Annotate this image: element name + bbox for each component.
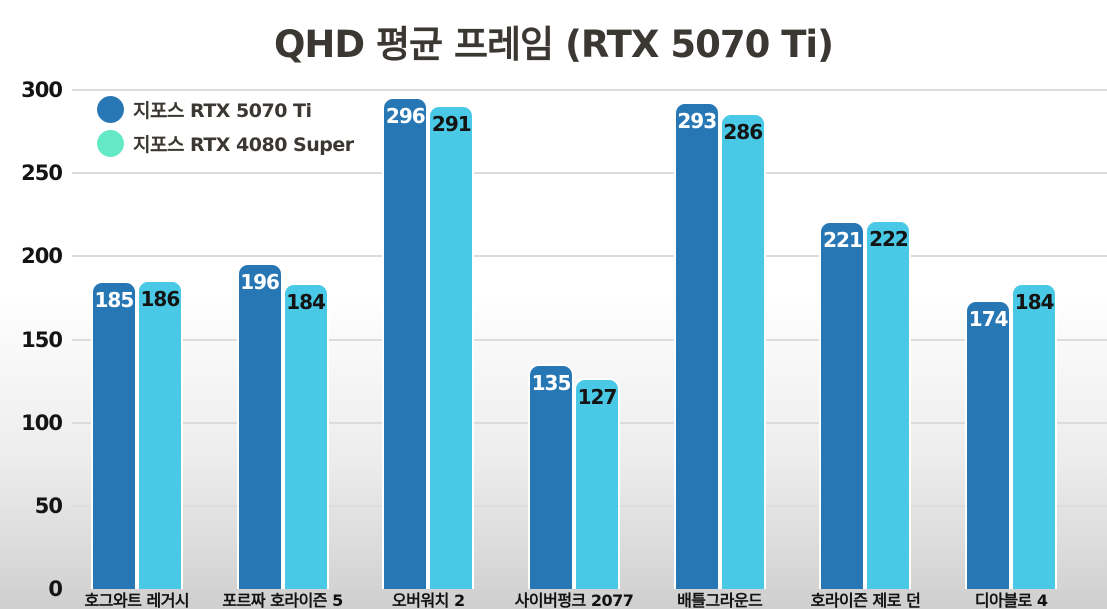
bar-value-label: 186 — [140, 287, 180, 311]
legend: 지포스 RTX 5070 Ti 지포스 RTX 4080 Super — [97, 96, 354, 157]
bar-series1-오버워치 2: 296 — [382, 97, 429, 589]
bar-value-label: 174 — [968, 307, 1009, 331]
gridline-300 — [72, 89, 1107, 91]
bar-series2-포르짜 호라이즌 5: 184 — [282, 283, 329, 589]
bar-group: 135 127 — [501, 90, 647, 589]
legend-item-rtx-5070-ti: 지포스 RTX 5070 Ti — [97, 96, 354, 123]
y-axis-tick-label-250: 250 — [21, 161, 63, 186]
bar-series1-호라이즌 제로 던: 221 — [819, 221, 866, 589]
bar-value-label: 184 — [286, 290, 326, 314]
category-label: 포르짜 호라이즌 5 — [222, 591, 343, 609]
bar-series1-호그와트 레거시: 185 — [90, 281, 137, 589]
category-label: 호그와트 레거시 — [84, 591, 190, 609]
gridline-200 — [72, 255, 1107, 258]
y-axis: 0 50 100 150 200 250 300 — [0, 78, 63, 601]
bar-series2-호라이즌 제로 던: 222 — [865, 220, 912, 589]
bar-series1-포르짜 호라이즌 5: 196 — [236, 263, 283, 589]
category-label: 오버워치 2 — [392, 591, 465, 609]
bar-value-label: 222 — [869, 227, 909, 251]
chart-title: QHD 평균 프레임 (RTX 5070 Ti) — [273, 23, 834, 66]
bar-group: 296 291 — [355, 90, 501, 589]
y-axis-tick-label-0: 0 — [48, 577, 63, 601]
bar-value-label: 291 — [431, 112, 472, 136]
gridline-250 — [72, 172, 1107, 175]
bar-series2-디아블로 4: 184 — [1011, 283, 1058, 589]
y-axis-tick-label-300: 300 — [21, 78, 63, 102]
x-axis: 호그와트 레거시 포르짜 호라이즌 5 오버워치 2 사이버펑크 2077 배틀그라운드… — [64, 587, 1084, 609]
bar-value-label: 127 — [577, 385, 618, 409]
bar-group: 174 184 — [938, 90, 1084, 589]
category-label: 디아블로 4 — [974, 591, 1048, 609]
bar-group: 196 184 — [210, 90, 356, 589]
legend-swatch-rtx-4080-super — [97, 130, 124, 157]
bar-series2-배틀그라운드: 286 — [719, 113, 766, 589]
bar-group: 221 222 — [793, 90, 939, 589]
category-label: 사이버펑크 2077 — [514, 591, 634, 609]
y-axis-tick-label-150: 150 — [21, 327, 63, 352]
bars-layer: 185 186 196 184 296 291 135 127 293 286 221 222 174 1… — [64, 90, 1084, 589]
legend-item-rtx-4080-super: 지포스 RTX 4080 Super — [97, 130, 354, 157]
bar-value-label: 196 — [240, 270, 280, 294]
y-axis-tick-label-100: 100 — [21, 410, 63, 435]
bar-value-label: 296 — [385, 104, 426, 128]
bar-value-label: 293 — [677, 109, 717, 133]
bar-group: 293 286 — [647, 90, 793, 589]
bar-value-label: 184 — [1014, 290, 1055, 314]
legend-swatch-rtx-5070-ti — [97, 96, 124, 123]
bar-value-label: 135 — [531, 371, 572, 395]
y-axis-tick-label-50: 50 — [34, 493, 63, 518]
bar-series2-오버워치 2: 291 — [428, 105, 475, 589]
legend-label: 지포스 RTX 5070 Ti — [133, 100, 312, 122]
bar-series1-사이버펑크 2077: 135 — [528, 364, 575, 589]
bar-series2-호그와트 레거시: 186 — [136, 280, 183, 589]
bar-series1-배틀그라운드: 293 — [673, 102, 720, 589]
bar-series1-디아블로 4: 174 — [965, 300, 1012, 589]
category-label: 호라이즌 제로 던 — [810, 591, 921, 609]
bar-series2-사이버펑크 2077: 127 — [574, 378, 621, 589]
bar-value-label: 185 — [94, 288, 134, 312]
bar-value-label: 221 — [823, 228, 863, 252]
legend-label: 지포스 RTX 4080 Super — [133, 134, 354, 156]
category-label: 배틀그라운드 — [677, 591, 763, 609]
bar-value-label: 286 — [723, 120, 763, 144]
bar-group: 185 186 — [64, 90, 210, 589]
gridline-150 — [72, 338, 1107, 341]
y-axis-tick-label-200: 200 — [21, 244, 63, 269]
